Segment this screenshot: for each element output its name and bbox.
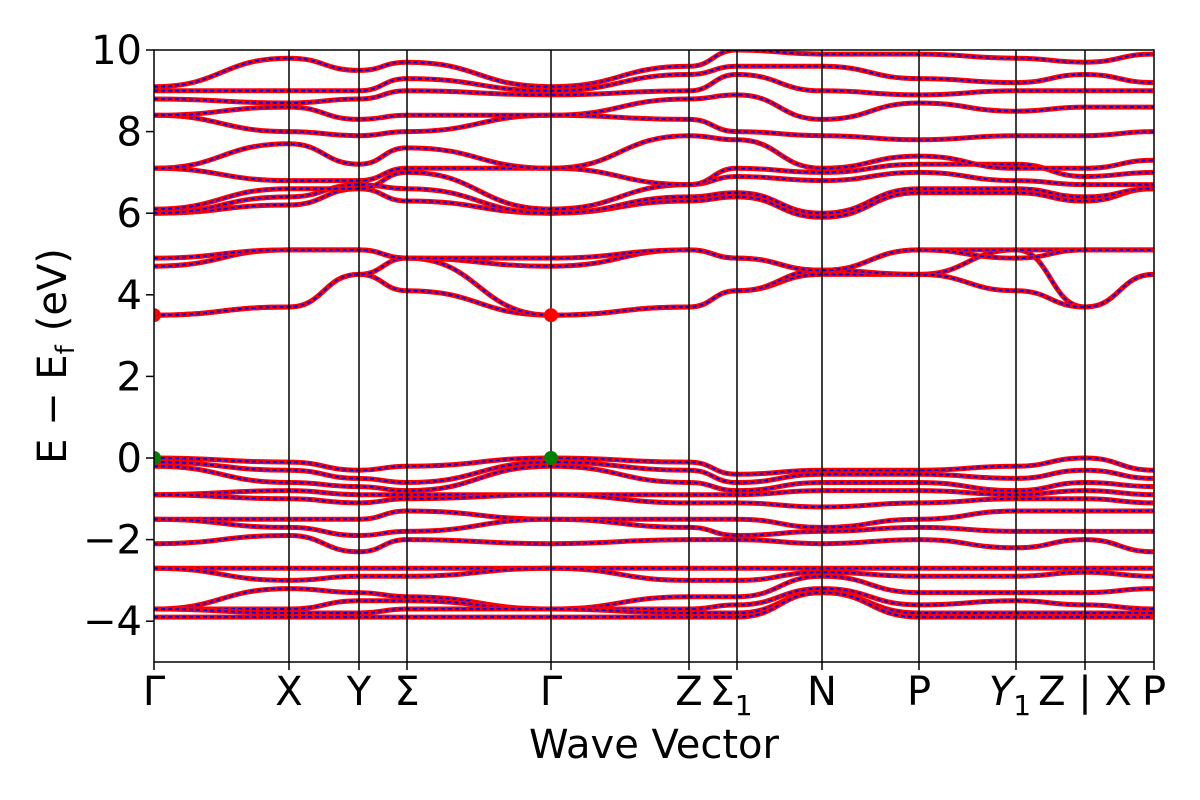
x-tick-label-main: Σ [394, 669, 419, 715]
y-tick-label: 8 [117, 110, 142, 156]
x-tick-label: Z [675, 669, 702, 715]
y-tick-label: −2 [83, 518, 142, 564]
y-tick-label: 10 [91, 28, 142, 74]
x-tick-label-subscript: 1 [1013, 689, 1031, 722]
y-axis-label-subscript: f [51, 344, 81, 354]
x-tick-label: Γ [143, 669, 166, 715]
x-tick-label: Y1 [989, 669, 1031, 722]
x-axis-label: Wave Vector [529, 722, 780, 768]
cbm-marker [544, 308, 558, 323]
y-tick-label: 2 [117, 354, 142, 400]
y-axis-label-unit: (eV) [30, 248, 76, 331]
x-tick-label-main: Σ [709, 669, 734, 715]
y-tick-label: 0 [117, 436, 142, 482]
y-tick-label: 6 [117, 191, 142, 237]
x-tick-label: P [1142, 669, 1166, 715]
cbm-marker [154, 308, 161, 323]
x-tick-label-main: Z [675, 669, 702, 715]
x-tick-label: Σ1 [709, 669, 752, 722]
x-tick-label-main: N [807, 669, 837, 715]
x-tick-label: Γ [540, 669, 563, 715]
band-line-inner [154, 587, 1154, 611]
x-tick-label-main: X [275, 669, 302, 715]
x-tick-label-main: Y [346, 669, 372, 715]
extrema-markers-group [154, 308, 558, 465]
x-tick-label: Z | X [1038, 669, 1132, 715]
x-tick-label-main: Γ [143, 669, 166, 715]
x-tick-label-main: Γ [540, 669, 563, 715]
y-tick-label: −4 [83, 599, 142, 645]
x-tick-label-subscript: 1 [735, 689, 753, 722]
band-line-inner [154, 518, 1154, 537]
x-tick-label-main: Z | X [1038, 669, 1132, 715]
y-tick-label: 4 [117, 273, 142, 319]
y-axis-label-main: E − E [30, 354, 76, 464]
band-line-inner [154, 534, 1154, 553]
band-line-inner [154, 456, 1154, 476]
x-tick-label: Y [346, 669, 372, 715]
band-line-inner [154, 114, 1154, 141]
x-tick-label-main: P [907, 669, 931, 715]
band-line-inner [154, 134, 1154, 170]
kpoint-lines-group [288, 50, 1086, 662]
y-axis-label: E − Ef (eV) [30, 248, 81, 464]
vbm-marker [154, 451, 161, 465]
x-tick-label-main: Y [989, 669, 1017, 715]
x-tick-label: N [807, 669, 837, 715]
x-tick-label: Σ [394, 669, 419, 715]
plot-frame [153, 49, 1155, 663]
x-tick-label: X [275, 669, 302, 715]
x-tick-label: P [907, 669, 931, 715]
y-axis: −4 −2 0 2 4 6 8 10 [83, 28, 154, 645]
x-tick-label-main: P [1142, 669, 1166, 715]
vbm-marker [544, 451, 558, 465]
